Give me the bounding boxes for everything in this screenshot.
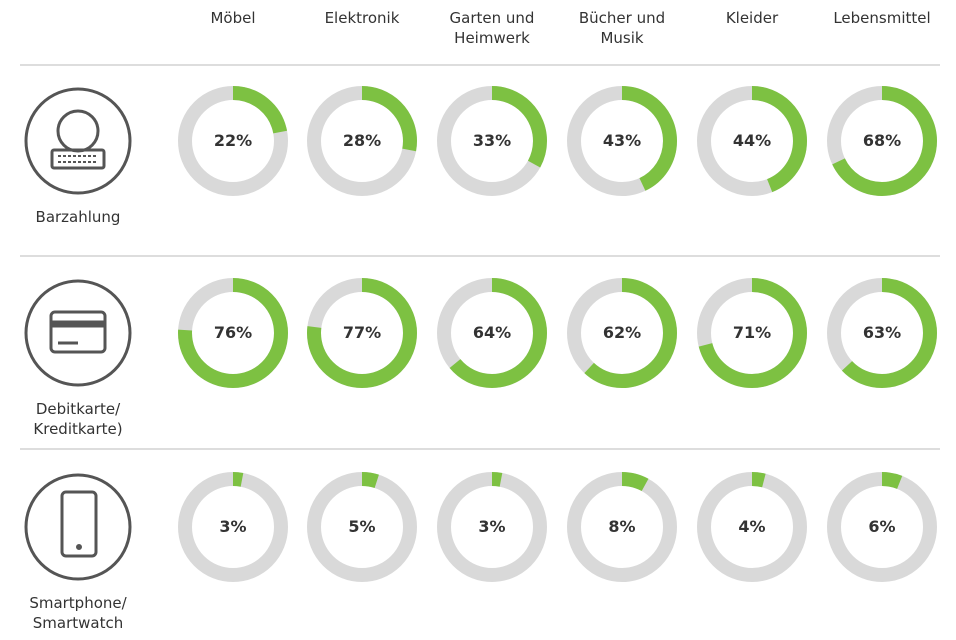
icon-phone xyxy=(24,473,132,581)
value-label: 33% xyxy=(472,131,512,150)
column-header: Möbel xyxy=(210,9,256,27)
donut-segment xyxy=(827,278,937,388)
column-header: Bücher und Musik xyxy=(578,9,666,47)
donut-segment xyxy=(697,472,807,582)
value-label: 68% xyxy=(862,131,902,150)
donut-segment xyxy=(307,278,417,388)
donut-segment xyxy=(307,86,417,196)
value-label: 3% xyxy=(219,517,247,536)
value-label: 6% xyxy=(868,517,896,536)
donut-segment xyxy=(178,278,288,388)
icon-cash xyxy=(24,87,132,195)
value-label: 64% xyxy=(472,323,512,342)
donut-segment xyxy=(178,86,288,196)
donut-segment xyxy=(307,472,417,582)
value-label: 8% xyxy=(608,517,636,536)
value-label: 77% xyxy=(342,323,382,342)
value-label: 76% xyxy=(213,323,253,342)
value-label: 3% xyxy=(478,517,506,536)
donut-segment xyxy=(437,472,547,582)
icon-card xyxy=(24,279,132,387)
donut-segment xyxy=(567,472,677,582)
value-label: 22% xyxy=(213,131,253,150)
row-label: Barzahlung xyxy=(35,208,121,226)
donut-segment xyxy=(437,86,547,196)
row-label: Smartphone/ Smartwatch xyxy=(29,594,127,632)
column-header: Lebensmittel xyxy=(833,9,931,27)
value-label: 5% xyxy=(348,517,376,536)
donut-segment xyxy=(567,86,677,196)
value-label: 44% xyxy=(732,131,772,150)
value-label: 71% xyxy=(732,323,772,342)
donut-segment xyxy=(827,86,937,196)
donut-segment xyxy=(567,278,677,388)
value-label: 63% xyxy=(862,323,902,342)
donut-segment xyxy=(178,472,288,582)
column-header: Kleider xyxy=(725,9,779,27)
donut-segment xyxy=(697,278,807,388)
value-label: 62% xyxy=(602,323,642,342)
value-label: 4% xyxy=(738,517,766,536)
value-label: 43% xyxy=(602,131,642,150)
donut-segment xyxy=(437,278,547,388)
row-label: Debitkarte/ Kreditkarte) xyxy=(33,400,123,438)
column-header: Garten und Heimwerk xyxy=(449,9,535,47)
value-label: 28% xyxy=(342,131,382,150)
donut-segment xyxy=(827,472,937,582)
donut-segment xyxy=(697,86,807,196)
column-header: Elektronik xyxy=(324,9,400,27)
